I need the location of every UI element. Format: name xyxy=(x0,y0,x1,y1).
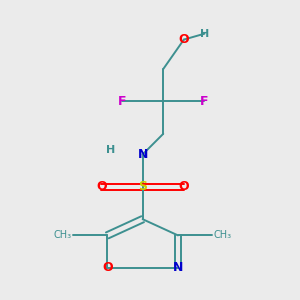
Text: O: O xyxy=(178,180,189,193)
Text: H: H xyxy=(106,145,115,155)
Text: F: F xyxy=(200,95,209,108)
Text: CH₃: CH₃ xyxy=(54,230,72,240)
Text: O: O xyxy=(96,180,107,193)
Text: H: H xyxy=(200,29,209,39)
Text: F: F xyxy=(118,95,126,108)
Text: O: O xyxy=(178,33,189,46)
Text: O: O xyxy=(102,261,112,274)
Text: N: N xyxy=(137,148,148,161)
Text: S: S xyxy=(138,180,147,193)
Text: N: N xyxy=(173,261,183,274)
Text: CH₃: CH₃ xyxy=(213,230,231,240)
